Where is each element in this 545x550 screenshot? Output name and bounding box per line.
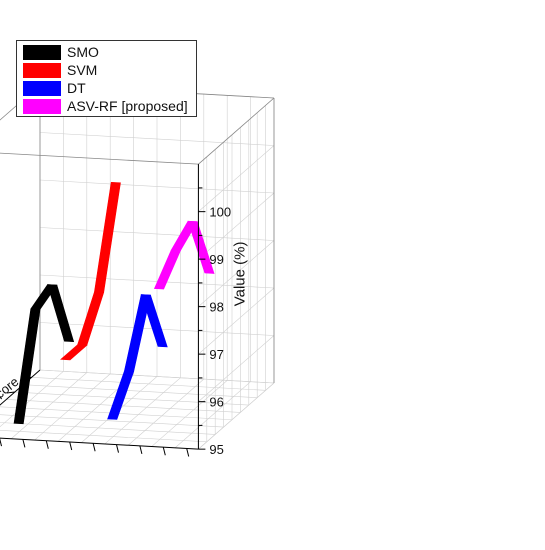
grid-line bbox=[174, 381, 251, 449]
series-ribbon-2 bbox=[107, 294, 168, 420]
legend-item: ASV-RF [proposed] bbox=[23, 98, 188, 115]
value-tick-label: 98 bbox=[209, 300, 223, 315]
legend-item: DT bbox=[23, 80, 86, 97]
depth-tick bbox=[69, 441, 73, 451]
category-tick bbox=[6, 391, 15, 394]
depth-tick bbox=[139, 445, 143, 455]
grid-line bbox=[198, 145, 275, 212]
ribbon-segment bbox=[153, 249, 181, 290]
value-axis-title: Value (%) bbox=[231, 242, 248, 307]
depth-tick bbox=[186, 448, 190, 457]
legend-item: SVM bbox=[23, 62, 97, 79]
grid-line bbox=[104, 377, 181, 445]
grid-line bbox=[39, 227, 275, 241]
ribbon-segment bbox=[107, 370, 135, 420]
ribbon-segment bbox=[94, 181, 121, 293]
ribbons bbox=[13, 181, 215, 425]
legend-swatch bbox=[23, 99, 61, 114]
value-tick-label: 100 bbox=[209, 205, 231, 220]
grid-line bbox=[39, 179, 275, 194]
box-edge bbox=[0, 152, 199, 165]
ribbon-segment bbox=[124, 294, 151, 372]
value-tick-label: 95 bbox=[209, 442, 223, 457]
grid-line bbox=[198, 287, 275, 355]
depth-axis-line bbox=[0, 437, 199, 450]
value-tick-label: 99 bbox=[209, 252, 223, 267]
grid-line bbox=[198, 192, 275, 260]
box-edge bbox=[198, 97, 275, 165]
legend-swatch bbox=[23, 81, 61, 96]
ribbon-segment bbox=[77, 291, 105, 346]
value-tick-label: 97 bbox=[209, 347, 223, 362]
legend-swatch bbox=[23, 63, 61, 78]
legend-item: SMO bbox=[23, 44, 99, 61]
grid-line bbox=[0, 422, 216, 435]
depth-tick bbox=[116, 444, 119, 453]
legend: SMO SVM DT ASV-RF [proposed] bbox=[16, 40, 197, 117]
legend-label: DT bbox=[67, 80, 86, 96]
depth-tick bbox=[22, 439, 26, 448]
ribbon-segment bbox=[13, 308, 41, 425]
grid-line bbox=[39, 274, 275, 289]
legend-label: SMO bbox=[67, 44, 99, 60]
depth-tick bbox=[45, 440, 49, 449]
series-ribbon-0 bbox=[13, 284, 75, 425]
grid-line bbox=[39, 132, 275, 146]
series-ribbon-1 bbox=[60, 181, 121, 361]
legend-label: SVM bbox=[67, 62, 98, 78]
ribbon-segment bbox=[60, 344, 88, 361]
value-tick-label: 96 bbox=[209, 395, 223, 410]
grid-line bbox=[128, 378, 204, 446]
category-tick bbox=[23, 376, 32, 379]
grid-line bbox=[198, 240, 275, 307]
axes bbox=[0, 164, 206, 457]
grid-line bbox=[34, 373, 111, 441]
depth-tick bbox=[92, 443, 96, 452]
grid-line bbox=[198, 335, 275, 402]
legend-label: ASV-RF [proposed] bbox=[67, 98, 188, 114]
depth-tick bbox=[162, 447, 166, 456]
grid-line bbox=[151, 380, 228, 447]
grid-line bbox=[11, 372, 87, 439]
legend-swatch bbox=[23, 45, 61, 60]
series-ribbon-3 bbox=[153, 220, 215, 290]
depth-tick bbox=[0, 438, 2, 447]
grid-line bbox=[198, 382, 275, 450]
category-axis-line bbox=[0, 369, 41, 406]
